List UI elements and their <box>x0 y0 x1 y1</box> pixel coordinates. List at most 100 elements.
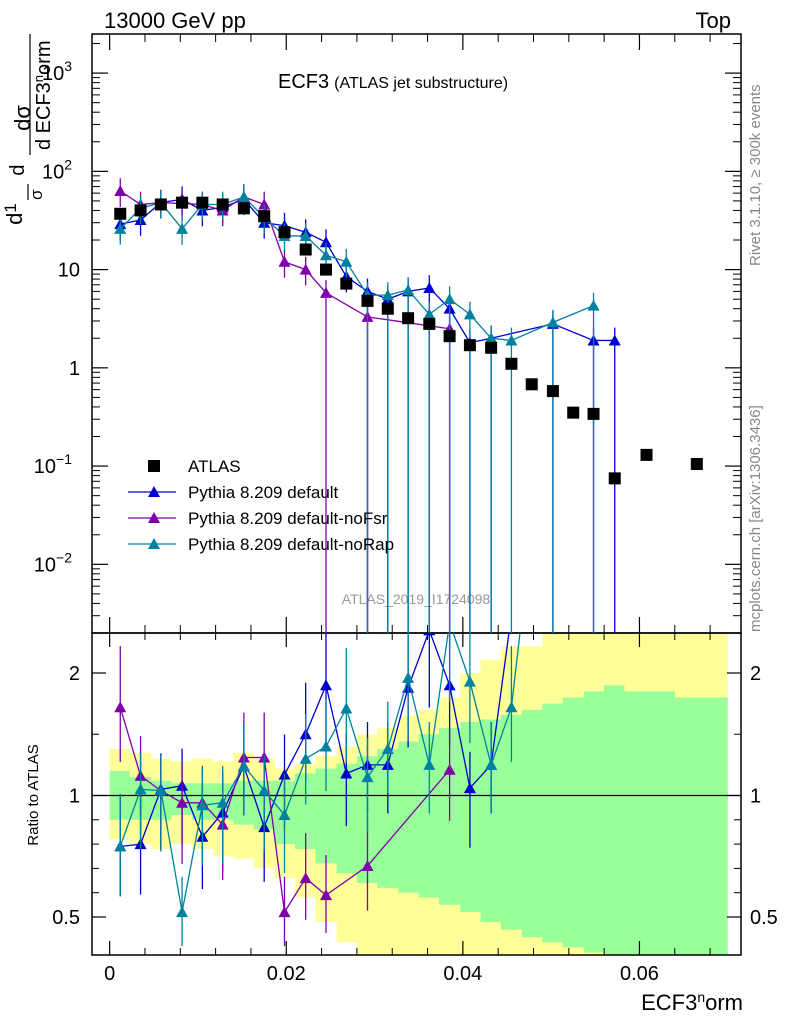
legend: ATLAS Pythia 8.209 default Pythia 8.209 de… <box>128 457 394 554</box>
data-point-atlas <box>154 198 167 211</box>
ratio-point-pythia-8-209-default-norap <box>176 906 189 918</box>
ratio-point-pythia-8-209-default <box>423 633 436 636</box>
data-point-atlas <box>505 357 518 370</box>
data-point-atlas <box>381 302 394 315</box>
legend-marker <box>148 538 160 549</box>
ratio-point-pythia-8-209-default-nofsr <box>114 701 127 713</box>
svg-text:d ECF3norm: d ECF3norm <box>31 41 55 151</box>
ratio-point-pythia-8-209-default <box>319 679 332 691</box>
svg-text:σ: σ <box>27 189 46 200</box>
y-tick-label: 1 <box>69 358 80 380</box>
ratio-tick-label-right: 0.5 <box>750 907 778 929</box>
data-point-atlas <box>114 207 127 220</box>
data-point-atlas <box>340 277 353 290</box>
series-line-pythia-8-209-default-norap <box>119 196 594 342</box>
ratio-point-pythia-8-209-default <box>463 782 476 794</box>
y-tick-label: 10 <box>58 260 80 282</box>
plot-title-sub: (ATLAS jet substructure) <box>334 75 508 92</box>
data-point-atlas <box>237 202 250 215</box>
data-point-pythia-8-209-default-norap <box>340 255 353 267</box>
svg-text:d: d <box>7 164 29 175</box>
plot-title-main: ECF3 <box>278 71 329 93</box>
data-point-pythia-8-209-default-norap <box>587 299 600 311</box>
data-point-pythia-8-209-default-nofsr <box>299 263 312 275</box>
data-point-atlas <box>176 196 189 209</box>
series-layer <box>114 178 703 947</box>
ratio-point-pythia-8-209-default-norap <box>381 742 394 754</box>
ratio-point-pythia-8-209-default-norap <box>485 758 498 770</box>
data-point-pythia-8-209-default <box>608 334 621 346</box>
legend-marker <box>148 512 160 523</box>
ratio-point-pythia-8-209-default-norap <box>258 784 271 796</box>
rivet-version-label: Rivet 3.1.10, ≥ 300k events <box>747 84 764 266</box>
data-point-pythia-8-209-default <box>319 236 332 248</box>
svg-text:d1: d1 <box>1 203 27 225</box>
data-point-atlas <box>402 312 415 325</box>
legend-marker-atlas <box>148 460 160 472</box>
ratio-point-pythia-8-209-default-nofsr <box>176 796 189 808</box>
data-point-atlas <box>216 198 229 211</box>
data-point-pythia-8-209-default-norap <box>443 293 456 305</box>
ratio-point-pythia-8-209-default-nofsr <box>299 872 312 884</box>
data-point-atlas <box>608 472 621 485</box>
x-axis-label: ECF3norm <box>641 989 743 1015</box>
ratio-point-pythia-8-209-default-nofsr <box>443 763 456 775</box>
data-point-pythia-8-209-default-norap <box>546 316 559 328</box>
data-point-pythia-8-209-default-norap <box>237 190 250 202</box>
data-point-atlas <box>258 210 271 223</box>
ratio-point-pythia-8-209-default-norap <box>402 671 415 683</box>
data-point-atlas <box>640 448 653 461</box>
data-point-pythia-8-209-default-norap <box>485 332 498 344</box>
mcplots-source-label: mcplots.cern.ch [arXiv:1306.3436] <box>747 405 764 632</box>
data-point-atlas <box>278 226 291 239</box>
ratio-point-pythia-8-209-default-norap <box>299 752 312 764</box>
legend-entry-label: Pythia 8.209 default-noFsr <box>188 509 388 528</box>
ratio-tick-label-right: 2 <box>750 663 761 685</box>
data-point-atlas <box>361 294 374 307</box>
data-point-pythia-8-209-default-norap <box>114 222 127 234</box>
data-point-pythia-8-209-default-norap <box>381 289 394 301</box>
data-point-atlas <box>567 406 580 419</box>
legend-entry-label: Pythia 8.209 default-noRap <box>188 535 394 554</box>
series-line-pythia-8-209-default <box>120 198 615 344</box>
ratio-point-pythia-8-209-default-nofsr <box>361 859 374 871</box>
ratio-plot-frame <box>91 632 742 956</box>
ratio-line-pythia-8-209-default <box>120 633 510 848</box>
ratio-point-pythia-8-209-default-norap <box>196 799 209 811</box>
ratio-point-pythia-8-209-default-norap <box>340 702 353 714</box>
data-point-atlas <box>587 407 600 420</box>
ratio-point-pythia-8-209-default-norap <box>423 758 436 770</box>
legend-entry-label: ATLAS <box>188 457 241 476</box>
main-panel-series <box>114 178 703 633</box>
ratio-panel-series <box>114 211 600 947</box>
data-point-pythia-8-209-default-norap <box>319 249 332 261</box>
ratio-point-pythia-8-209-default-norap <box>361 771 374 783</box>
header-right-label: Top <box>696 8 731 33</box>
data-point-pythia-8-209-default <box>423 281 436 293</box>
ratio-point-pythia-8-209-default <box>588 211 600 222</box>
y-axis-label-bottom: Ratio to ATLAS <box>25 744 42 845</box>
data-point-atlas <box>525 378 538 391</box>
uncertainty-bands <box>109 633 728 955</box>
ratio-point-pythia-8-209-default-nofsr <box>319 889 332 901</box>
y-axis-label-top: d1 σ d dσ d ECF3norm <box>1 34 55 225</box>
data-point-pythia-8-209-default-norap <box>176 222 189 234</box>
legend-entry-label: Pythia 8.209 default <box>188 483 339 502</box>
data-point-pythia-8-209-default-norap <box>299 229 312 241</box>
x-tick-label: 0.02 <box>267 963 306 985</box>
ratio-point-pythia-8-209-default-norap <box>278 808 291 820</box>
data-point-atlas <box>299 243 312 256</box>
ratio-point-pythia-8-209-default-norap <box>216 796 229 808</box>
x-tick-label: 0 <box>104 963 115 985</box>
ratio-point-pythia-8-209-default-norap <box>114 840 127 852</box>
ratio-point-pythia-8-209-default-norap <box>319 740 332 752</box>
data-point-atlas <box>134 204 147 217</box>
plot-title: ECF3 (ATLAS jet substructure) <box>278 71 508 93</box>
ratio-point-pythia-8-209-default-norap <box>154 784 167 796</box>
data-point-pythia-8-209-default-norap <box>423 308 436 320</box>
data-point-pythia-8-209-default-norap <box>402 283 415 295</box>
ratio-point-pythia-8-209-default <box>340 767 353 779</box>
ratio-point-pythia-8-209-default-nofsr <box>278 906 291 918</box>
data-point-pythia-8-209-default-nofsr <box>258 198 271 210</box>
